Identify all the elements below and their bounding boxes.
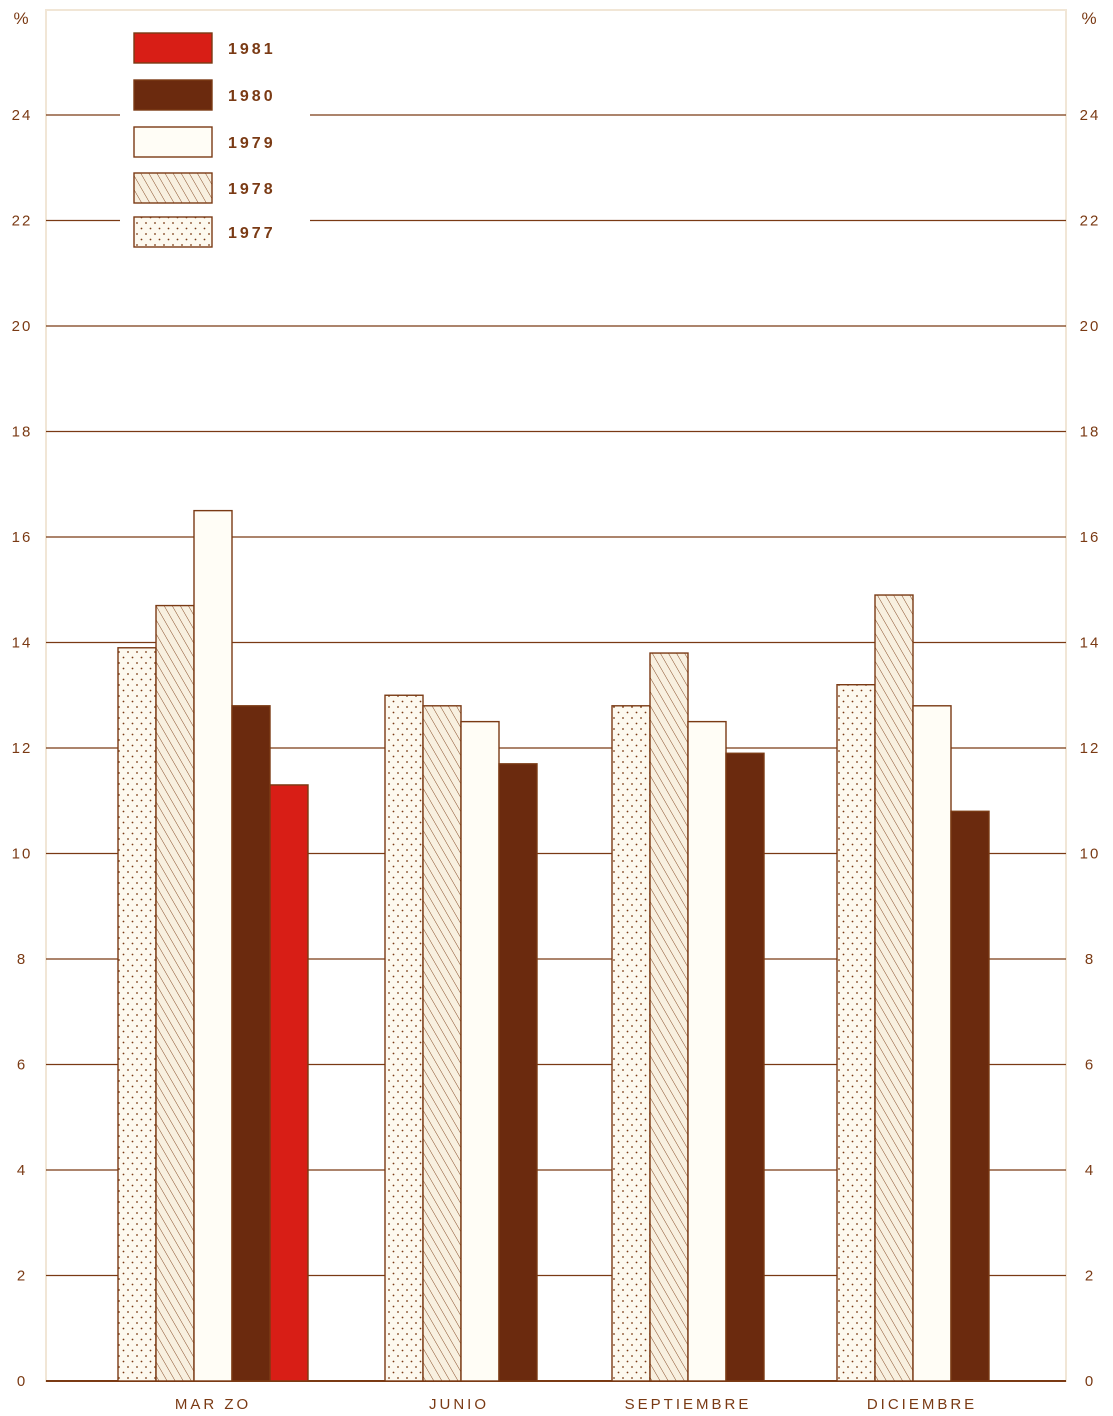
category-label: SEPTIEMBRE — [625, 1396, 752, 1413]
y-tick-label-left: 20 — [12, 318, 33, 335]
bar-1978 — [874, 594, 914, 1382]
legend-swatch — [133, 32, 213, 64]
y-tick-label-left: 14 — [12, 635, 33, 652]
y-tick-label-right: 14 — [1080, 635, 1101, 652]
y-tick-label-left: 16 — [12, 529, 33, 546]
y-tick-label-left: 18 — [12, 424, 33, 441]
y-tick-label-left: 4 — [17, 1162, 27, 1179]
bar-1977 — [836, 684, 876, 1382]
y-tick-label-left: 2 — [17, 1268, 27, 1285]
legend-item: 1980 — [133, 79, 276, 111]
bar-group — [384, 694, 538, 1382]
y-unit-right: % — [1081, 9, 1098, 28]
category-labels: MAR ZO JUNIO SEPTIEMBRE DICIEMBRE — [175, 1396, 977, 1413]
legend-item: 1981 — [133, 32, 276, 64]
y-tick-label-left: 24 — [12, 107, 33, 124]
y-tick-label-right: 8 — [1085, 951, 1095, 968]
bar-1978 — [422, 705, 462, 1382]
y-tick-label-left: 8 — [17, 951, 27, 968]
y-tick-label-right: 4 — [1085, 1162, 1095, 1179]
bar-1979 — [687, 720, 727, 1382]
bar-1980 — [725, 752, 765, 1382]
y-tick-label-right: 16 — [1080, 529, 1101, 546]
legend-swatch — [133, 172, 213, 204]
y-tick-label-left: 0 — [17, 1373, 27, 1390]
category-label: MAR ZO — [175, 1396, 251, 1413]
y-tick-label-left: 22 — [12, 213, 33, 230]
y-tick-label-right: 20 — [1080, 318, 1101, 335]
legend-label: 1980 — [228, 88, 276, 105]
bar-1977 — [117, 647, 157, 1382]
bar-1978 — [649, 652, 689, 1382]
y-tick-label-right: 10 — [1080, 846, 1101, 863]
legend-swatch — [133, 79, 213, 111]
y-tick-label-right: 24 — [1080, 107, 1101, 124]
category-label: JUNIO — [429, 1396, 489, 1413]
legend-label: 1978 — [228, 181, 276, 198]
legend-swatch — [133, 216, 213, 248]
y-tick-label-right: 6 — [1085, 1057, 1095, 1074]
legend: 1981 1980 1979 1978 1977 — [120, 26, 310, 252]
legend-label: 1981 — [228, 41, 276, 58]
y-tick-label-right: 18 — [1080, 424, 1101, 441]
bar-1979 — [193, 509, 233, 1382]
y-tick-label-right: 2 — [1085, 1268, 1095, 1285]
legend-swatch — [133, 126, 213, 158]
bar-1981 — [269, 784, 309, 1382]
bar-1980 — [231, 705, 271, 1382]
category-label: DICIEMBRE — [867, 1396, 977, 1413]
bar-1979 — [912, 705, 952, 1382]
legend-item: 1978 — [133, 172, 276, 204]
bar-group — [117, 509, 309, 1382]
legend-label: 1979 — [228, 135, 276, 152]
bar-1979 — [460, 720, 500, 1382]
bar-1980 — [498, 763, 538, 1382]
bar-group — [836, 594, 990, 1382]
bar-1980 — [950, 810, 990, 1382]
y-tick-label-right: 22 — [1080, 213, 1101, 230]
bar-groups — [117, 509, 990, 1382]
bar-1977 — [611, 705, 651, 1382]
y-tick-label-left: 12 — [12, 740, 33, 757]
legend-item: 1979 — [133, 126, 276, 158]
bar-1978 — [155, 604, 195, 1382]
bar-group — [611, 652, 765, 1382]
y-tick-label-left: 10 — [12, 846, 33, 863]
y-tick-label-left: 6 — [17, 1057, 27, 1074]
y-tick-label-right: 0 — [1085, 1373, 1095, 1390]
legend-item: 1977 — [133, 216, 276, 248]
y-unit-left: % — [13, 9, 30, 28]
y-tick-label-right: 12 — [1080, 740, 1101, 757]
bar-1977 — [384, 694, 424, 1382]
legend-label: 1977 — [228, 225, 276, 242]
